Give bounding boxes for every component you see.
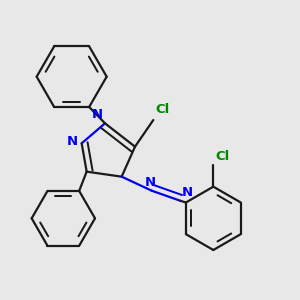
Text: Cl: Cl <box>155 103 169 116</box>
Text: N: N <box>182 186 193 199</box>
Text: N: N <box>67 135 78 148</box>
Text: Cl: Cl <box>215 150 229 163</box>
Text: N: N <box>92 108 103 121</box>
Text: N: N <box>144 176 156 189</box>
